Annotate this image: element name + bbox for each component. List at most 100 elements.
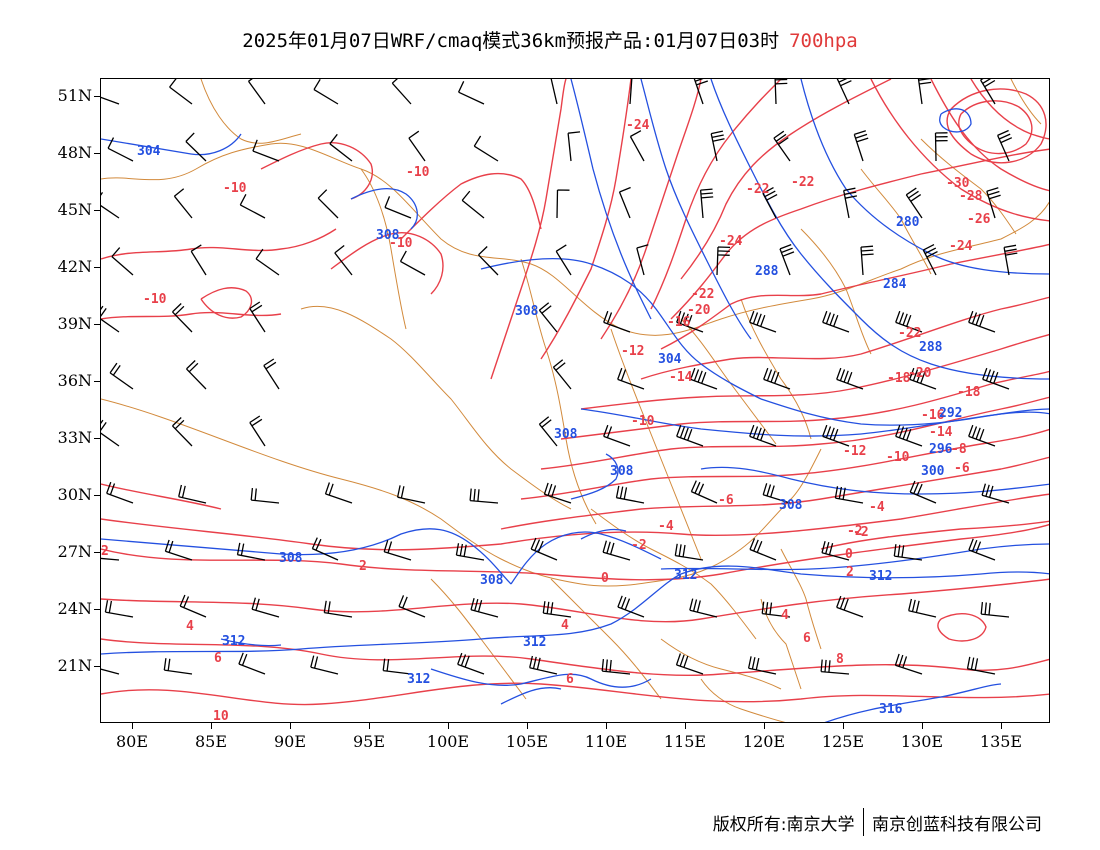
temp-label: -16 [667, 315, 691, 330]
height-label: 288 [919, 340, 943, 355]
wind-barb [968, 310, 996, 333]
wind-barb [893, 544, 923, 561]
wind-barb [747, 656, 777, 675]
lon-label-100e: 100E [426, 732, 470, 751]
temp-label: -22 [791, 175, 814, 190]
height-label: 284 [883, 277, 907, 292]
height-label: 312 [869, 569, 892, 584]
wind-barb [398, 595, 426, 618]
wind-barb [111, 247, 134, 276]
wind-barb [905, 187, 923, 219]
lat-label-33n: 33N [57, 428, 92, 447]
wind-barb [249, 301, 266, 333]
lon-tick [448, 722, 449, 729]
wind-barb [169, 79, 193, 105]
wind-barb [909, 480, 937, 504]
temp-label: -10 [406, 165, 430, 180]
wind-barb [716, 246, 731, 276]
wind-barb [173, 188, 193, 219]
wind-barb [693, 79, 709, 105]
wind-barb [239, 193, 266, 219]
height-contours [101, 79, 1049, 722]
height-label: 312 [523, 635, 546, 650]
temp-label: -22 [898, 326, 921, 341]
lon-tick [132, 722, 133, 729]
height-label: 296 [929, 442, 953, 457]
wind-barb [636, 244, 649, 276]
wind-barb [251, 597, 280, 618]
wind-barb [457, 652, 485, 675]
temp-label: 10 [213, 709, 229, 723]
wind-barb [934, 132, 948, 162]
lon-label-105e: 105E [505, 732, 549, 751]
wind-barb [617, 595, 645, 618]
wind-barb [980, 79, 996, 105]
wind-barb [252, 139, 280, 162]
lon-label-135e: 135E [979, 732, 1023, 751]
wind-barb [250, 488, 280, 504]
temp-label: 6 [803, 631, 811, 646]
wind-barb [530, 537, 558, 561]
wind-barb [172, 417, 193, 447]
wind-barb [615, 485, 645, 504]
wind-barb [822, 424, 850, 447]
wind-barb [104, 600, 134, 618]
lat-tick [94, 495, 101, 496]
temp-label: 4 [561, 618, 569, 633]
wind-barb [396, 485, 426, 504]
temp-label: -14 [929, 425, 953, 440]
wind-barb [263, 358, 280, 390]
height-label: 288 [755, 264, 779, 279]
wind-barb [690, 480, 718, 504]
wind-barb [247, 79, 266, 105]
footer-divider [862, 808, 864, 836]
height-label: 308 [376, 228, 400, 243]
temperature-isotherms [101, 79, 1049, 706]
wind-barb [473, 135, 499, 162]
lat-label-27n: 27N [57, 542, 92, 561]
lat-label-24n: 24N [57, 599, 92, 618]
wind-barb [186, 360, 207, 390]
height-label: 316 [879, 702, 903, 717]
temp-label: -20 [687, 303, 711, 318]
wind-barb [895, 310, 923, 333]
wind-barb [980, 602, 1010, 618]
wind-barb [982, 367, 1010, 390]
wind-barb [470, 598, 499, 618]
wind-barb [384, 196, 412, 219]
lat-label-45n: 45N [57, 200, 92, 219]
height-label: 308 [515, 304, 539, 319]
wind-barb [101, 419, 120, 447]
lat-tick [94, 210, 101, 211]
wind-barb [334, 244, 353, 276]
lat-tick [94, 666, 101, 667]
height-label: 312 [222, 634, 245, 649]
height-label: 308 [480, 573, 504, 588]
lat-label-48n: 48N [57, 143, 92, 162]
wind-barb [909, 367, 937, 390]
lon-label-110e: 110E [584, 732, 628, 751]
wind-barb [917, 79, 932, 105]
wind-barb [762, 187, 778, 219]
wind-barb [981, 483, 1010, 504]
wind-barb [555, 244, 572, 276]
wind-barb [107, 137, 134, 162]
lat-label-39n: 39N [57, 314, 92, 333]
lat-label-21n: 21N [57, 656, 92, 675]
map-panel: -24 -10 -10 -10 -10 -22 -22 -24 -22 -28 … [100, 78, 1050, 723]
temp-label: -24 [719, 234, 743, 249]
temp-label: -4 [869, 500, 885, 515]
wind-barb [543, 482, 572, 504]
temp-label: -4 [658, 519, 674, 534]
temp-label: -16 [921, 408, 945, 423]
temp-label: -12 [621, 344, 644, 359]
lat-label-42n: 42N [57, 257, 92, 276]
wind-barb [323, 600, 353, 618]
wind-barb [749, 310, 777, 333]
lat-tick [94, 96, 101, 97]
wind-barb [383, 540, 412, 561]
wind-barb [317, 189, 339, 219]
lon-tick [922, 722, 923, 729]
wind-barb [603, 310, 631, 333]
lat-label-30n: 30N [57, 485, 92, 504]
